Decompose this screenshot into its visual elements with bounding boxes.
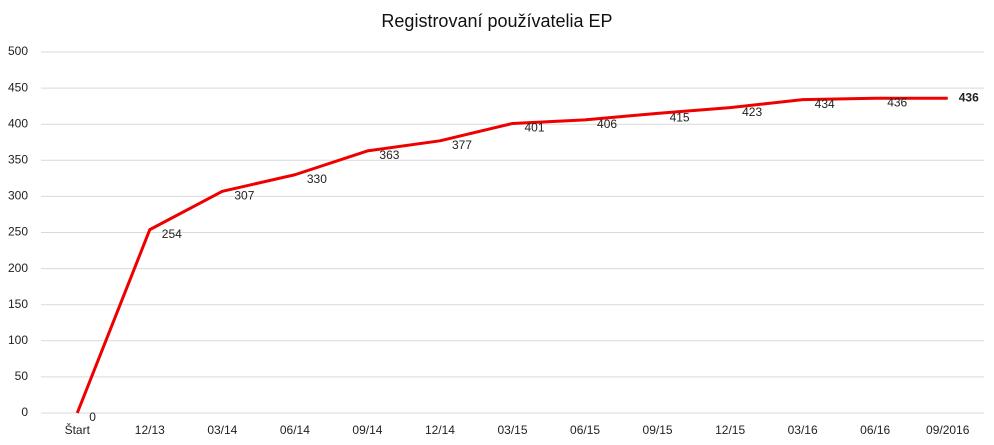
y-tick-label: 150: [8, 297, 28, 311]
line-series: [75, 96, 948, 414]
x-tick-label: 06/14: [280, 423, 310, 437]
x-tick-label: 12/15: [715, 423, 745, 437]
y-tick-label: 400: [8, 116, 28, 130]
chart-title: Registrovaní používatelia EP: [381, 11, 612, 31]
y-tick-label: 500: [8, 44, 28, 58]
data-label: 307: [234, 189, 254, 203]
y-tick-label: 300: [8, 189, 28, 203]
data-label: 436: [887, 95, 907, 109]
x-tick-label: 06/16: [860, 423, 890, 437]
y-tick-label: 450: [8, 80, 28, 94]
data-label: 406: [597, 117, 617, 131]
data-label: 436: [959, 90, 979, 104]
data-label: 363: [379, 148, 399, 162]
y-tick-label: 200: [8, 261, 28, 275]
y-tick-label: 350: [8, 152, 28, 166]
data-label: 415: [670, 111, 690, 125]
y-tick-label: 50: [15, 369, 29, 383]
data-label: 254: [162, 227, 182, 241]
x-tick-label: 12/14: [425, 423, 455, 437]
data-label: 0: [89, 410, 96, 424]
data-label: 434: [815, 97, 835, 111]
x-tick-label: Štart: [65, 422, 91, 437]
y-tick-label: 100: [8, 333, 28, 347]
x-tick-label: 03/14: [207, 423, 237, 437]
x-tick-label: 06/15: [570, 423, 600, 437]
x-tick-label: 03/15: [497, 423, 527, 437]
data-label: 377: [452, 138, 472, 152]
x-tick-label: 03/16: [788, 423, 818, 437]
data-label: 330: [307, 172, 327, 186]
x-tick-label: 09/2016: [926, 423, 970, 437]
data-label: 401: [525, 121, 545, 135]
x-tick-label: 12/13: [135, 423, 165, 437]
x-tick-label: 09/15: [643, 423, 673, 437]
data-label: 423: [742, 105, 762, 119]
y-tick-label: 250: [8, 225, 28, 239]
y-tick-label: 0: [21, 405, 28, 419]
x-tick-label: 09/14: [352, 423, 382, 437]
